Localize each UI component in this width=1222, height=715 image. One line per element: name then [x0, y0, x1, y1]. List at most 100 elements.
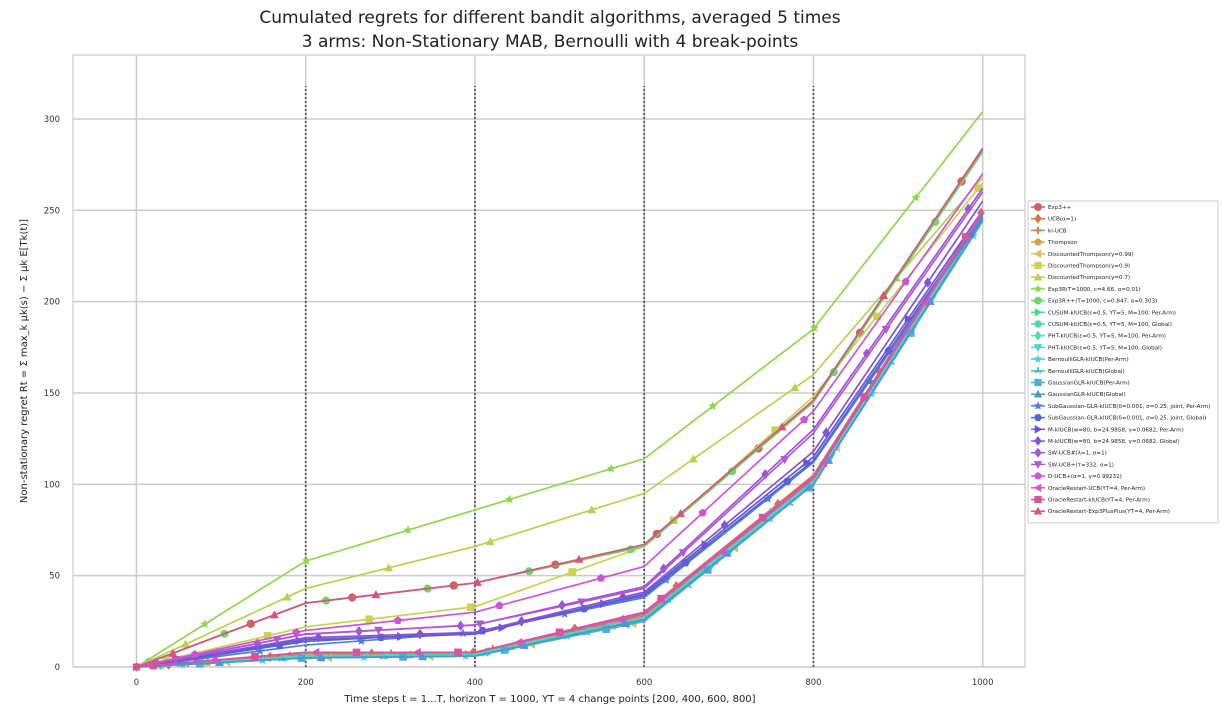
series-26-marker-1 — [269, 610, 279, 619]
series-8-marker-5 — [728, 467, 737, 476]
legend-entry-25: OracleRestart-klUCB(ΥT=4, Per-Arm) — [1048, 498, 1150, 504]
legend-marker-7 — [1033, 284, 1043, 293]
series-22-marker-2 — [374, 626, 383, 635]
series-7-marker-3 — [505, 494, 515, 504]
series-25-marker-0 — [149, 661, 158, 670]
series-22-marker-7 — [881, 326, 891, 335]
legend-marker-14 — [1034, 367, 1042, 374]
series-17-marker-1 — [255, 646, 265, 655]
series-20-marker-5 — [720, 520, 729, 531]
legend-marker-10 — [1033, 320, 1043, 328]
legend-marker-6 — [1033, 272, 1043, 281]
series-6-marker-1 — [282, 592, 292, 601]
legend-marker-0 — [1034, 202, 1043, 211]
series-line-23 — [136, 173, 984, 668]
legend-entry-21: SW-UCB#(λ=1, α=1) — [1048, 451, 1107, 457]
series-lines — [132, 111, 985, 672]
series-6-marker-5 — [688, 454, 698, 463]
series-26-marker-start — [132, 662, 141, 670]
legend-entry-16: GaussianGLR-klUCB(Global) — [1048, 392, 1126, 398]
series-15-marker-5 — [703, 566, 712, 574]
legend-entry-9: CUSUM-klUCB(ε=0.5, ΥT=5, M=100, Per-Arm) — [1048, 310, 1176, 316]
y-tick-labels: 0 50 100 150 200 250 300 — [44, 115, 60, 673]
series-20-marker-1 — [314, 632, 323, 643]
legend-marker-18 — [1033, 414, 1043, 422]
x-tick-5: 1000 — [972, 678, 994, 688]
series-line-26 — [136, 147, 984, 668]
series-7-marker-1 — [301, 555, 312, 565]
y-tick-3: 150 — [44, 389, 60, 399]
y-tick-5: 250 — [44, 206, 60, 216]
series-23-marker-0 — [190, 650, 199, 658]
legend-marker-12 — [1033, 344, 1043, 352]
legend-entry-4: DiscountedThompson(γ=0.99) — [1048, 252, 1134, 258]
series-22-marker-6 — [780, 456, 790, 465]
legend-entry-20: M-klUCB(w=80, b=24.9858, γ=0.0682, Globa… — [1048, 439, 1180, 445]
series-16-marker-1 — [316, 653, 326, 662]
legend-marker-5 — [1034, 261, 1042, 270]
series-23-marker-5 — [698, 508, 707, 517]
series-7-marker-4 — [606, 463, 616, 473]
legend-entry-22: SW-UCB+(τ=332, α=1) — [1048, 462, 1114, 468]
legend-marker-26 — [1033, 506, 1043, 515]
legend-marker-19 — [1034, 425, 1043, 434]
legend-entry-18: SubGaussian-GLR-klUCB(δ=0.001, σ=0.25, j… — [1048, 416, 1206, 422]
series-23-marker-3 — [495, 601, 504, 610]
series-6 — [132, 176, 984, 670]
chart-subtitle: 3 arms: Non-Stationary MAB, Bernoulli wi… — [302, 32, 799, 52]
series-line-19 — [136, 209, 984, 668]
legend-marker-25 — [1034, 495, 1042, 504]
x-tick-labels: 0 200 400 600 800 1000 — [134, 678, 994, 688]
legend-entry-15: GaussianGLR-klUCB(Per-Arm) — [1048, 381, 1130, 387]
series-23-marker-2 — [393, 616, 403, 624]
legend-entry-17: SubGaussian-GLR-klUCB(δ=0.001, σ=0.25, j… — [1048, 404, 1210, 410]
series-26-marker-3 — [473, 577, 482, 586]
series-20-marker-6 — [822, 427, 831, 438]
series-20-marker-4 — [619, 591, 627, 603]
legend-marker-8 — [1034, 296, 1042, 305]
y-tick-2: 100 — [44, 480, 60, 490]
series-26-marker-6 — [777, 422, 787, 431]
series-6-marker-6 — [790, 383, 800, 392]
series-25-marker-4 — [555, 628, 564, 637]
series-7-marker-5 — [708, 401, 718, 411]
legend-marker-9 — [1034, 308, 1043, 317]
series-7-marker-0 — [200, 619, 210, 629]
series-23 — [132, 173, 984, 670]
legend-marker-20 — [1034, 436, 1042, 446]
x-tick-1: 200 — [298, 678, 314, 688]
y-tick-1: 50 — [49, 572, 60, 582]
series-26-marker-7 — [879, 291, 889, 300]
x-tick-0: 0 — [134, 678, 139, 688]
series-line-7 — [136, 111, 984, 668]
legend-frame — [1027, 200, 1219, 524]
series-25-marker-5 — [657, 594, 665, 603]
plot-frame — [72, 54, 1026, 668]
y-tick-6: 300 — [44, 115, 60, 125]
legend-entry-19: M-klUCB(w=80, b=24.9858, γ=0.0682, Per-A… — [1048, 427, 1184, 433]
legend-marker-2 — [1034, 226, 1042, 234]
legend-entry-10: CUSUM-klUCB(ε=0.5, ΥT=5, M=100, Global) — [1048, 322, 1172, 328]
legend-marker-11 — [1034, 330, 1042, 341]
series-7 — [132, 111, 984, 671]
series-line-16 — [136, 218, 984, 668]
legend-marker-17 — [1033, 401, 1043, 410]
legend-entry-1: UCB(α=1) — [1048, 217, 1076, 223]
legend-entry-2: kl-UCB — [1048, 228, 1067, 234]
series-21-marker-4 — [558, 599, 567, 611]
series-20-marker-3 — [517, 616, 526, 627]
x-tick-4: 800 — [805, 678, 821, 688]
series-20-marker-2 — [416, 628, 424, 640]
series-22 — [132, 191, 984, 672]
legend-entry-5: DiscountedThompson(γ=0.9) — [1048, 264, 1130, 270]
y-tick-0: 0 — [55, 663, 60, 673]
x-axis-label: Time steps t = 1...T, horizon T = 1000, … — [343, 694, 755, 705]
series-6-marker-0 — [181, 639, 191, 648]
series-26-marker-4 — [574, 554, 584, 563]
series-6-marker-4 — [587, 505, 597, 514]
legend-entry-8: Exp3R++(T=1000, c=0.847, α=0.303) — [1048, 299, 1157, 305]
legend-marker-24 — [1033, 483, 1042, 493]
series-5-marker-2 — [365, 615, 373, 624]
series-23-marker-7 — [901, 277, 910, 286]
series-26-marker-5 — [676, 508, 686, 518]
